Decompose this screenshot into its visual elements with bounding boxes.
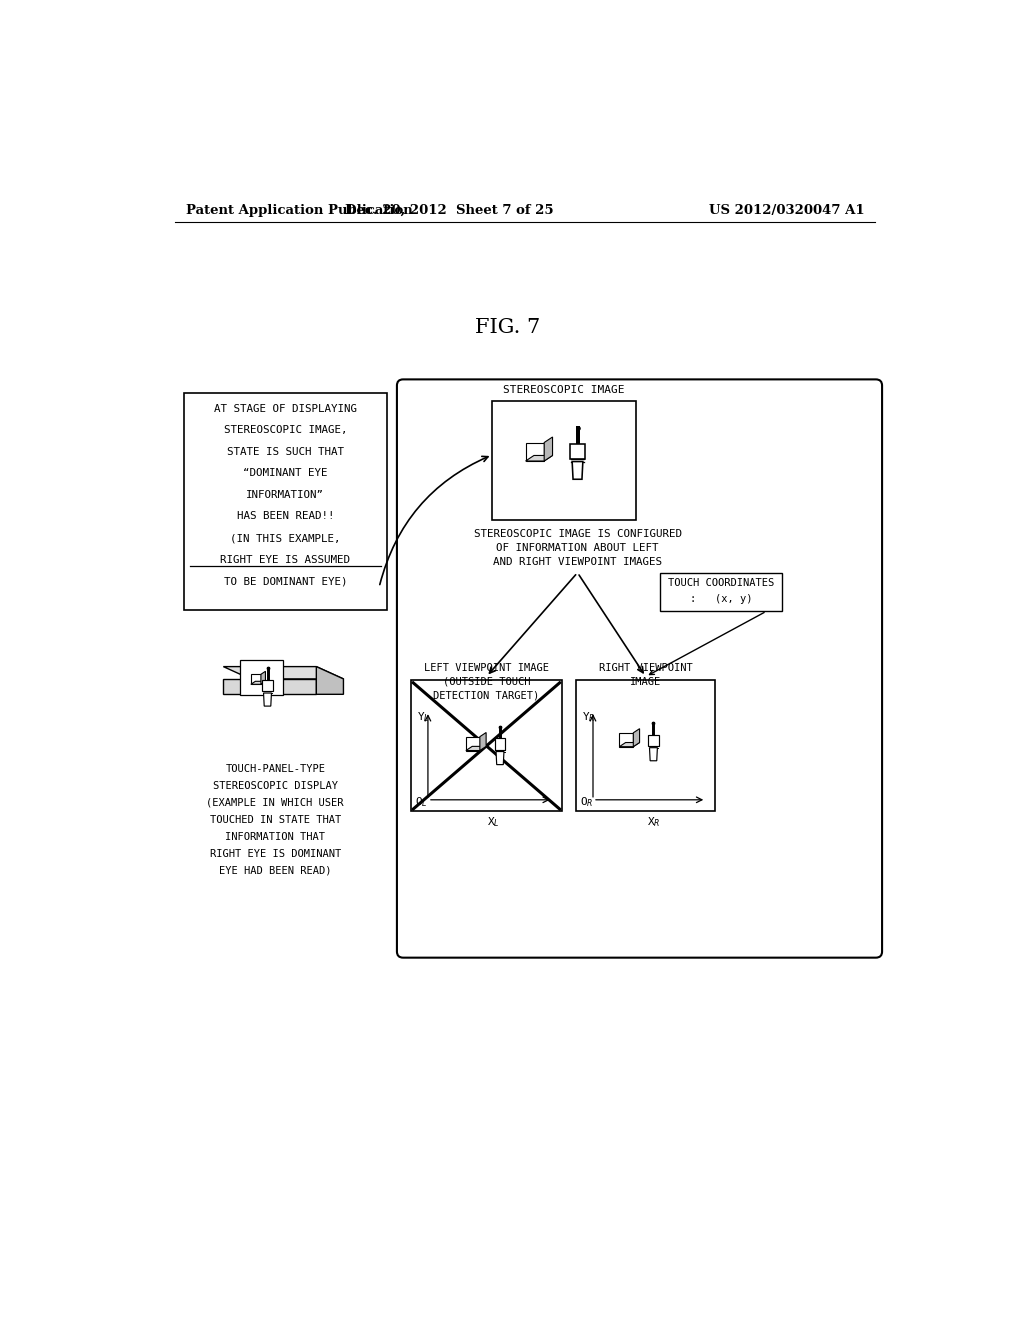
Polygon shape [570, 444, 585, 459]
Polygon shape [316, 667, 343, 694]
Text: US 2012/0320047 A1: US 2012/0320047 A1 [709, 205, 864, 218]
Polygon shape [633, 729, 640, 747]
Bar [183, 393, 387, 610]
Text: TOUCHED IN STATE THAT: TOUCHED IN STATE THAT [210, 814, 341, 825]
Text: O$_R$: O$_R$ [580, 795, 593, 809]
Polygon shape [649, 747, 657, 760]
Text: (IN THIS EXAMPLE,: (IN THIS EXAMPLE, [230, 533, 341, 543]
Polygon shape [466, 737, 480, 751]
Text: STEREOSCOPIC IMAGE: STEREOSCOPIC IMAGE [503, 385, 625, 395]
Polygon shape [495, 738, 505, 750]
Polygon shape [496, 751, 504, 764]
Bar [241, 660, 283, 696]
FancyBboxPatch shape [397, 379, 882, 958]
Text: HAS BEEN READ!!: HAS BEEN READ!! [237, 511, 334, 521]
Text: RIGHT VIEWPOINT: RIGHT VIEWPOINT [599, 663, 692, 673]
Bar [493, 401, 636, 520]
FancyArrowPatch shape [380, 457, 488, 585]
Polygon shape [480, 733, 486, 751]
Polygon shape [544, 437, 553, 461]
Text: X$_L$: X$_L$ [487, 816, 500, 829]
Text: Y$_L$: Y$_L$ [417, 710, 430, 725]
Text: (OUTSIDE TOUCH: (OUTSIDE TOUCH [442, 677, 530, 686]
Text: LEFT VIEWPOINT IMAGE: LEFT VIEWPOINT IMAGE [424, 663, 549, 673]
Polygon shape [620, 743, 640, 747]
Bar [411, 681, 562, 812]
Text: Dec. 20, 2012  Sheet 7 of 25: Dec. 20, 2012 Sheet 7 of 25 [345, 205, 554, 218]
Text: STEREOSCOPIC DISPLAY: STEREOSCOPIC DISPLAY [213, 781, 338, 791]
Text: O$_L$: O$_L$ [415, 795, 427, 809]
Text: IMAGE: IMAGE [630, 677, 662, 686]
Text: INFORMATION”: INFORMATION” [247, 490, 325, 500]
Text: (EXAMPLE IN WHICH USER: (EXAMPLE IN WHICH USER [207, 797, 344, 808]
Polygon shape [261, 672, 265, 684]
Text: :   (x, y): : (x, y) [689, 594, 752, 603]
Text: EYE HAD BEEN READ): EYE HAD BEEN READ) [219, 866, 332, 875]
Polygon shape [525, 442, 544, 461]
Polygon shape [648, 735, 658, 746]
Text: AT STAGE OF DISPLAYING: AT STAGE OF DISPLAYING [214, 404, 356, 413]
Text: X$_R$: X$_R$ [647, 816, 660, 829]
Bar [659, 573, 782, 611]
Text: AND RIGHT VIEWPOINT IMAGES: AND RIGHT VIEWPOINT IMAGES [493, 557, 662, 566]
Text: TO BE DOMINANT EYE): TO BE DOMINANT EYE) [223, 576, 347, 586]
Bar [575, 681, 716, 812]
Text: RIGHT EYE IS DOMINANT: RIGHT EYE IS DOMINANT [210, 849, 341, 859]
Text: Patent Application Publication: Patent Application Publication [186, 205, 413, 218]
Polygon shape [223, 678, 316, 694]
Text: DETECTION TARGET): DETECTION TARGET) [433, 690, 540, 701]
Polygon shape [251, 675, 261, 684]
Text: STATE IS SUCH THAT: STATE IS SUCH THAT [227, 446, 344, 457]
Text: OF INFORMATION ABOUT LEFT: OF INFORMATION ABOUT LEFT [497, 543, 658, 553]
Polygon shape [525, 455, 553, 461]
Text: Y$_R$: Y$_R$ [583, 710, 596, 725]
Text: STEREOSCOPIC IMAGE IS CONFIGURED: STEREOSCOPIC IMAGE IS CONFIGURED [473, 529, 682, 539]
Polygon shape [263, 693, 271, 706]
Text: “DOMINANT EYE: “DOMINANT EYE [243, 469, 328, 478]
Polygon shape [466, 746, 486, 751]
Text: TOUCH-PANEL-TYPE: TOUCH-PANEL-TYPE [225, 764, 326, 774]
Polygon shape [251, 681, 265, 684]
Text: TOUCH COORDINATES: TOUCH COORDINATES [668, 578, 774, 589]
Text: STEREOSCOPIC IMAGE,: STEREOSCOPIC IMAGE, [223, 425, 347, 436]
Polygon shape [572, 462, 583, 479]
Polygon shape [262, 680, 272, 692]
Text: RIGHT EYE IS ASSUMED: RIGHT EYE IS ASSUMED [220, 554, 350, 565]
Text: INFORMATION THAT: INFORMATION THAT [225, 832, 326, 842]
Polygon shape [223, 667, 343, 678]
FancyArrowPatch shape [649, 612, 764, 675]
Text: FIG. 7: FIG. 7 [475, 318, 541, 338]
Polygon shape [620, 733, 633, 747]
